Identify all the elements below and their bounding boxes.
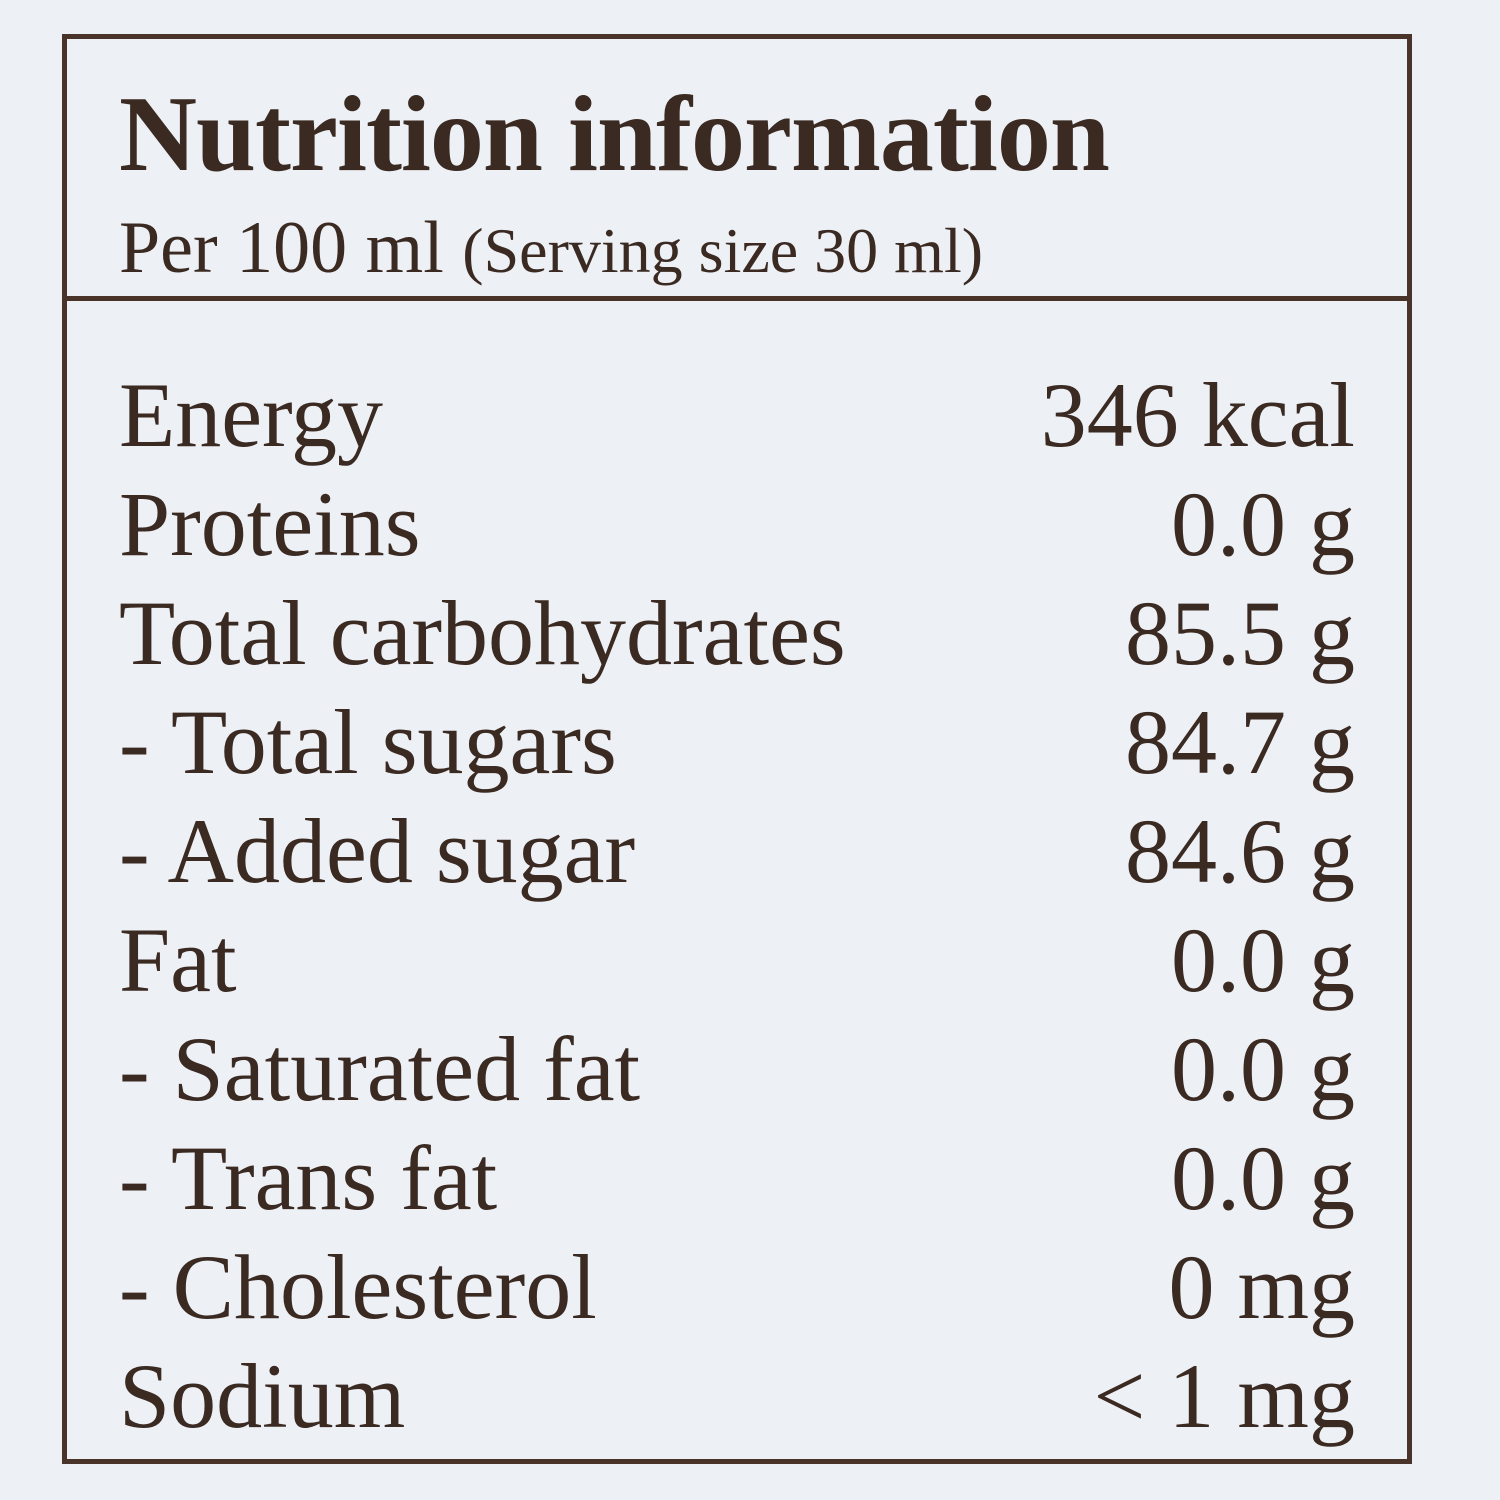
nutrient-amount: 84.7 g: [1125, 691, 1355, 793]
nutrient-name: Energy: [119, 364, 384, 466]
nutrient-amount: < 1 mg: [1093, 1345, 1355, 1447]
subtitle: Per 100 ml: [119, 207, 444, 289]
nutrient-amount: 85.5 g: [1125, 582, 1355, 684]
nutrient-name: - Added sugar: [119, 800, 636, 902]
nutrient-row: Proteins 0.0 g: [119, 470, 1355, 579]
nutrient-row: - Trans fat 0.0 g: [119, 1124, 1355, 1233]
nutrient-amount: 84.6 g: [1125, 800, 1355, 902]
nutrient-amount: 0.0 g: [1171, 1018, 1355, 1120]
panel-header: Nutrition information Per 100 ml (Servin…: [67, 39, 1407, 301]
nutrient-name: Sodium: [119, 1345, 406, 1447]
title: Nutrition information: [119, 75, 1110, 194]
nutrient-name: - Saturated fat: [119, 1018, 641, 1120]
nutrient-row: Energy 346 kcal: [119, 361, 1355, 470]
nutrient-amount: 0.0 g: [1171, 1127, 1355, 1229]
nutrient-name: Fat: [119, 909, 237, 1011]
subtitle-line: Per 100 ml (Serving size 30 ml): [119, 211, 1407, 285]
nutrient-name: - Total sugars: [119, 691, 617, 793]
nutrient-amount: 0 mg: [1168, 1236, 1355, 1338]
nutrient-name: Proteins: [119, 473, 421, 575]
nutrient-row: Total carbohydrates 85.5 g: [119, 579, 1355, 688]
nutrition-panel: Nutrition information Per 100 ml (Servin…: [62, 34, 1412, 1464]
nutrient-row: Fat 0.0 g: [119, 906, 1355, 1015]
nutrient-row: Sodium < 1 mg: [119, 1342, 1355, 1451]
serving-size: (Serving size 30 ml): [462, 215, 984, 286]
nutrient-row: - Total sugars 84.7 g: [119, 688, 1355, 797]
nutrient-amount: 346 kcal: [1040, 364, 1355, 466]
nutrient-table: Energy 346 kcal Proteins 0.0 g Total carbohy…: [67, 301, 1407, 1451]
nutrient-name: - Trans fat: [119, 1127, 498, 1229]
nutrient-name: Total carbohydrates: [119, 582, 846, 684]
nutrient-row: - Saturated fat 0.0 g: [119, 1015, 1355, 1124]
nutrient-amount: 0.0 g: [1171, 909, 1355, 1011]
nutrient-name: - Cholesterol: [119, 1236, 597, 1338]
nutrient-row: - Added sugar 84.6 g: [119, 797, 1355, 906]
nutrient-row: - Cholesterol 0 mg: [119, 1233, 1355, 1342]
nutrient-amount: 0.0 g: [1171, 473, 1355, 575]
